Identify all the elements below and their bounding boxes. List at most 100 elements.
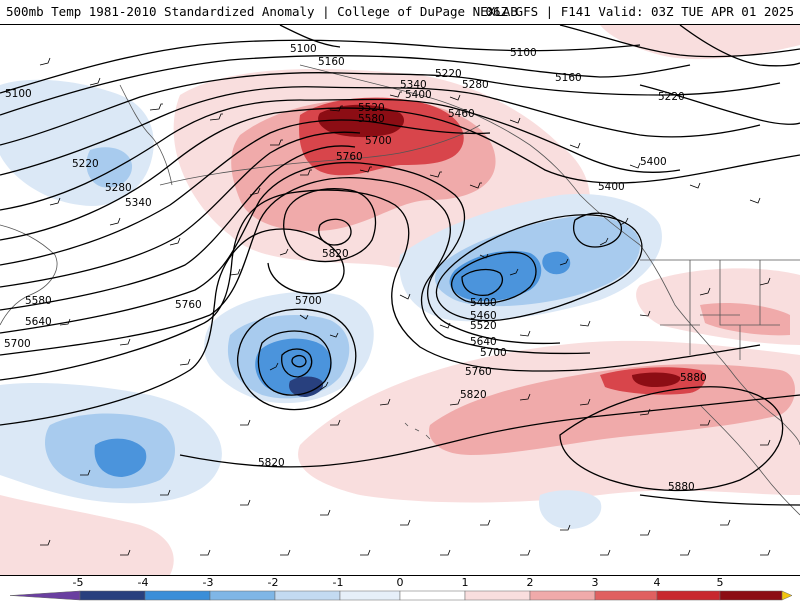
color-segment bbox=[79, 590, 146, 601]
contour-5400 bbox=[0, 107, 800, 241]
color-segment bbox=[656, 590, 721, 601]
tick-label: 0 bbox=[396, 576, 404, 589]
color-segment bbox=[274, 590, 341, 601]
contour-label: 5220 bbox=[658, 91, 685, 103]
contour-high-north-inner bbox=[318, 218, 352, 246]
contour-low-central-outer bbox=[237, 308, 357, 411]
height-contours bbox=[0, 25, 800, 506]
slight-negative-area-south-small bbox=[539, 490, 602, 529]
contour-5220 bbox=[0, 72, 781, 146]
contour-label: 5700 bbox=[480, 347, 507, 359]
tick-label: -2 bbox=[267, 576, 279, 589]
aleutian-arc bbox=[159, 124, 481, 186]
map-title: 500mb Temp 1981-2010 Standardized Anomal… bbox=[6, 4, 518, 19]
contour-northeast-2 bbox=[639, 84, 800, 125]
contour-northeast-3 bbox=[679, 25, 800, 67]
contour-label: 5280 bbox=[462, 79, 489, 91]
contour-label: 5520 bbox=[470, 320, 497, 332]
color-segment bbox=[464, 590, 531, 601]
contour-5760 bbox=[0, 189, 761, 381]
contour-label: 5700 bbox=[295, 295, 322, 307]
contour-label: 5100 bbox=[290, 43, 317, 55]
contour-5280 bbox=[0, 86, 761, 176]
color-segment bbox=[144, 590, 211, 601]
tick-label: -1 bbox=[332, 576, 344, 589]
contour-label: 5820 bbox=[258, 457, 285, 469]
tick-label: 3 bbox=[591, 576, 599, 589]
contour-label: 5340 bbox=[400, 79, 427, 91]
color-segment bbox=[594, 590, 658, 601]
contour-label: 5640 bbox=[25, 316, 52, 328]
color-segment bbox=[399, 590, 466, 601]
contour-5880 bbox=[559, 386, 784, 492]
contour-5820-south bbox=[179, 394, 800, 468]
contour-label: 5820 bbox=[322, 248, 349, 260]
strong-positive-area-south bbox=[632, 372, 681, 387]
contour-5700 bbox=[0, 176, 591, 356]
contour-label: 5460 bbox=[448, 108, 475, 120]
color-segment bbox=[719, 590, 783, 601]
tick-label: -4 bbox=[137, 576, 149, 589]
negative-area-southwest bbox=[94, 438, 147, 477]
contour-5580 bbox=[0, 145, 356, 311]
color-scale-legend: -5 -4 -3 -2 -1 0 1 2 3 4 5 bbox=[0, 575, 800, 601]
contour-label: 5220 bbox=[435, 68, 462, 80]
contour-label: 5760 bbox=[175, 299, 202, 311]
contour-5100-north bbox=[279, 25, 341, 48]
contour-low-east-middle bbox=[451, 251, 537, 304]
geography-lines bbox=[0, 64, 800, 516]
anomaly-map: 5100 5100 5100 5160 5160 5220 5220 5220 … bbox=[0, 25, 800, 575]
color-segment bbox=[339, 590, 401, 601]
contour-low-east-outer bbox=[435, 214, 643, 322]
contour-label: 5820 bbox=[460, 389, 487, 401]
contour-label: 5160 bbox=[555, 72, 582, 84]
contour-5160 bbox=[0, 55, 691, 116]
contour-5340 bbox=[0, 98, 681, 211]
contour-labels: 5100 5100 5100 5160 5160 5220 5220 5220 … bbox=[4, 43, 707, 493]
contour-label: 5400 bbox=[470, 297, 497, 309]
contour-label: 5280 bbox=[105, 182, 132, 194]
contour-label: 5580 bbox=[358, 113, 385, 125]
contour-northeast-1 bbox=[559, 25, 800, 58]
hawaii-islands bbox=[404, 422, 431, 440]
contour-5880-south bbox=[639, 494, 800, 506]
strong-negative-area-central-low bbox=[289, 376, 324, 397]
coastline-mexico bbox=[699, 404, 800, 516]
state-borders bbox=[660, 260, 780, 360]
contour-label: 5400 bbox=[640, 156, 667, 168]
weak-positive-area-far-east bbox=[700, 303, 790, 336]
contour-label: 5460 bbox=[470, 310, 497, 322]
contour-high-north bbox=[283, 188, 377, 263]
contour-low-central-middle bbox=[257, 330, 332, 396]
color-segment bbox=[529, 590, 596, 601]
contour-label: 5160 bbox=[318, 56, 345, 68]
contour-5640 bbox=[0, 161, 561, 345]
color-segment bbox=[209, 590, 276, 601]
contour-label: 5640 bbox=[470, 336, 497, 348]
coastline-alaska bbox=[299, 64, 641, 246]
contour-5460 bbox=[0, 119, 491, 266]
wind-barbs bbox=[39, 57, 771, 556]
tick-label: 2 bbox=[526, 576, 534, 589]
contour-label: 5880 bbox=[680, 372, 707, 384]
map-header: 500mb Temp 1981-2010 Standardized Anomal… bbox=[0, 0, 800, 25]
contour-label: 5400 bbox=[598, 181, 625, 193]
contour-label: 5400 bbox=[405, 89, 432, 101]
color-segment bbox=[9, 590, 81, 601]
color-segment bbox=[781, 590, 793, 601]
tick-label: -5 bbox=[72, 576, 84, 589]
contour-label: 5760 bbox=[465, 366, 492, 378]
contour-low-east-inner bbox=[461, 268, 503, 297]
tick-label: 1 bbox=[461, 576, 469, 589]
contour-label: 5880 bbox=[668, 481, 695, 493]
contour-low-central-inner bbox=[281, 348, 313, 378]
tick-label: -3 bbox=[202, 576, 214, 589]
contour-low-central-core bbox=[291, 354, 307, 368]
color-scale-bar bbox=[9, 590, 793, 601]
contour-label: 5340 bbox=[125, 197, 152, 209]
contour-label: 5100 bbox=[510, 47, 537, 59]
tick-label: 5 bbox=[716, 576, 724, 589]
contour-label: 5520 bbox=[358, 102, 385, 114]
coastline-north-america bbox=[639, 244, 800, 446]
contour-label: 5700 bbox=[4, 338, 31, 350]
